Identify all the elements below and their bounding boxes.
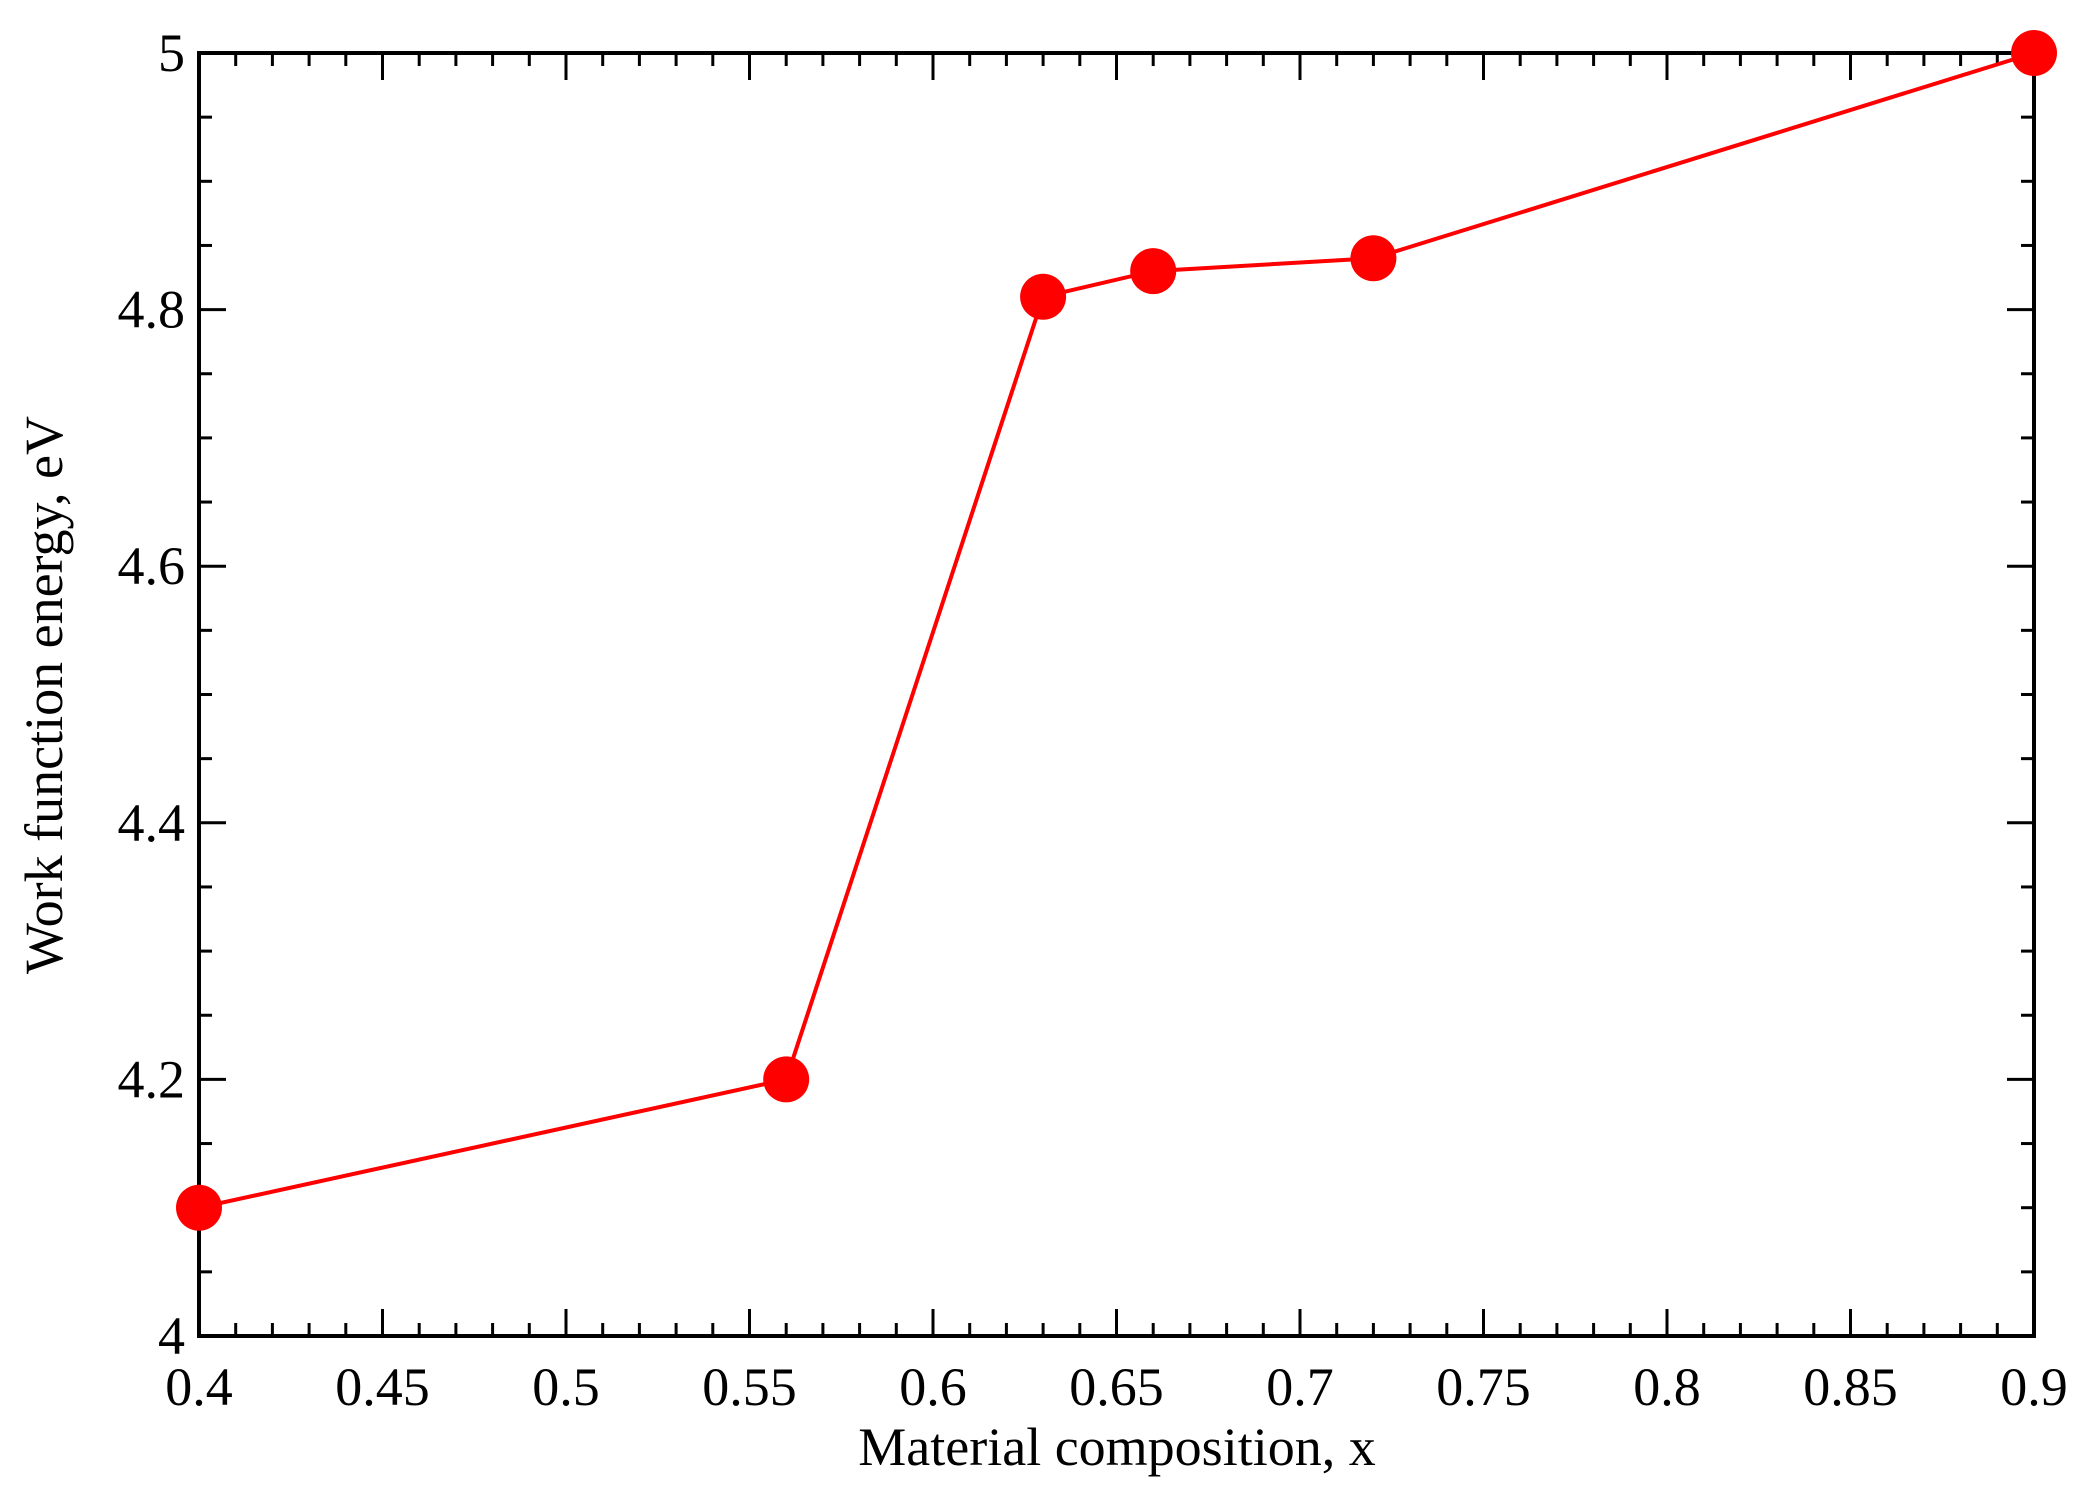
y-tick-label: 4.2 xyxy=(118,1049,186,1109)
y-axis-label: Work function energy, eV xyxy=(14,416,74,974)
x-tick-label: 0.55 xyxy=(702,1357,797,1417)
x-tick-label: 0.65 xyxy=(1069,1357,1164,1417)
data-point xyxy=(1020,273,1067,320)
x-tick-label: 0.85 xyxy=(1803,1357,1898,1417)
data-point xyxy=(1350,235,1397,282)
x-tick-label: 0.75 xyxy=(1436,1357,1531,1417)
x-tick-label: 0.5 xyxy=(532,1357,600,1417)
x-axis-label: Material composition, x xyxy=(858,1417,1375,1477)
x-tick-label: 0.8 xyxy=(1633,1357,1701,1417)
x-tick-label: 0.45 xyxy=(335,1357,430,1417)
y-tick-label: 4.6 xyxy=(118,536,186,596)
x-tick-label: 0.7 xyxy=(1266,1357,1334,1417)
x-tick-label: 0.9 xyxy=(2000,1357,2068,1417)
y-tick-label: 4.8 xyxy=(118,280,186,340)
y-tick-label: 5 xyxy=(158,23,185,83)
data-point xyxy=(176,1184,222,1231)
y-tick-label: 4 xyxy=(158,1306,185,1366)
plot-frame xyxy=(197,51,2036,1338)
series-line xyxy=(198,51,2035,1210)
x-tick-label: 0.6 xyxy=(899,1357,967,1417)
data-point xyxy=(2011,30,2057,76)
data-point xyxy=(763,1056,810,1103)
y-tick-label: 4.4 xyxy=(118,793,186,853)
x-tick-label: 0.4 xyxy=(165,1357,233,1417)
data-point xyxy=(1130,248,1177,295)
